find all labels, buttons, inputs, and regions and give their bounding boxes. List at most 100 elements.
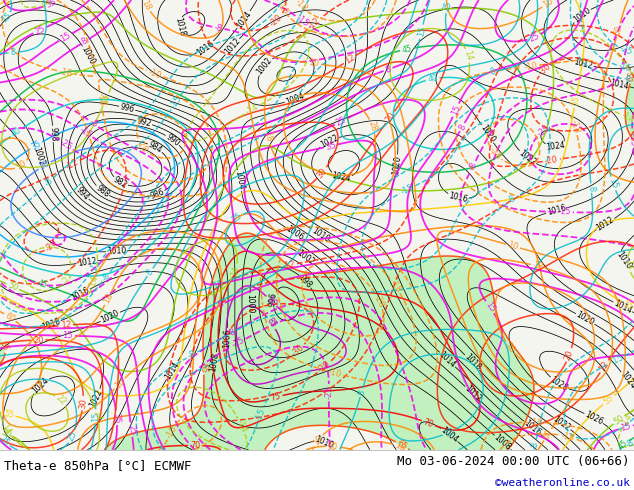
Text: 30: 30 xyxy=(78,397,88,409)
Text: 40: 40 xyxy=(10,126,23,139)
Text: 18: 18 xyxy=(101,292,115,305)
Text: 25: 25 xyxy=(126,424,136,436)
Text: 14: 14 xyxy=(230,265,241,277)
Text: 45: 45 xyxy=(401,44,413,54)
Text: 1010: 1010 xyxy=(107,246,126,256)
Text: 1014: 1014 xyxy=(612,298,633,315)
Text: -25: -25 xyxy=(618,44,633,57)
Text: 14: 14 xyxy=(462,49,474,62)
Text: 60: 60 xyxy=(327,441,339,451)
Text: 996: 996 xyxy=(119,102,136,114)
Text: 22: 22 xyxy=(54,393,68,407)
Text: 35: 35 xyxy=(29,139,43,152)
Text: 70: 70 xyxy=(422,417,435,429)
Text: 1008: 1008 xyxy=(209,352,221,373)
Text: -20: -20 xyxy=(268,13,283,29)
Text: 1002: 1002 xyxy=(255,56,274,76)
Text: -14: -14 xyxy=(619,110,634,124)
Text: -14: -14 xyxy=(88,273,101,289)
Text: 982: 982 xyxy=(112,174,129,190)
Text: 8: 8 xyxy=(80,36,89,47)
Text: -10: -10 xyxy=(275,0,290,16)
Text: 1012: 1012 xyxy=(463,384,483,404)
Text: 85: 85 xyxy=(265,317,278,330)
Text: 55: 55 xyxy=(3,409,15,420)
Text: 25: 25 xyxy=(34,24,47,36)
Text: 15: 15 xyxy=(483,300,496,314)
Text: -8: -8 xyxy=(100,271,112,283)
Text: 1012: 1012 xyxy=(595,215,616,233)
Text: 28: 28 xyxy=(366,120,378,133)
Text: 1004: 1004 xyxy=(284,91,306,107)
Text: -15: -15 xyxy=(294,13,311,29)
Text: -25: -25 xyxy=(58,137,74,152)
Text: -18: -18 xyxy=(568,119,581,134)
Text: 40: 40 xyxy=(427,74,439,84)
Text: 30: 30 xyxy=(37,159,51,172)
Text: 14: 14 xyxy=(100,93,112,106)
Text: 12: 12 xyxy=(598,360,611,373)
Text: 45: 45 xyxy=(616,439,630,452)
Text: 70: 70 xyxy=(443,340,456,354)
Text: -8: -8 xyxy=(624,438,634,450)
Text: 8: 8 xyxy=(10,48,16,57)
Text: -30: -30 xyxy=(537,61,553,77)
Text: 40: 40 xyxy=(427,74,438,84)
Text: 40: 40 xyxy=(10,126,23,139)
Text: 1000: 1000 xyxy=(245,294,254,314)
Text: -8: -8 xyxy=(186,349,198,361)
Text: -14: -14 xyxy=(619,412,634,428)
Text: 15: 15 xyxy=(607,177,619,190)
Text: 35: 35 xyxy=(112,412,122,423)
Text: 25: 25 xyxy=(66,430,79,443)
Text: 1010: 1010 xyxy=(571,5,592,25)
Text: -10: -10 xyxy=(147,67,163,80)
Text: 8: 8 xyxy=(216,300,225,310)
Text: -8: -8 xyxy=(467,161,479,172)
Text: 1018: 1018 xyxy=(462,353,482,372)
Text: 30: 30 xyxy=(38,159,51,172)
Text: 998: 998 xyxy=(48,126,58,141)
Text: 996: 996 xyxy=(268,292,279,307)
Text: 60: 60 xyxy=(541,428,554,441)
Text: 15: 15 xyxy=(91,411,100,422)
Text: -20: -20 xyxy=(544,155,559,166)
Text: 1020: 1020 xyxy=(574,310,596,327)
Text: 1020: 1020 xyxy=(100,309,121,325)
Text: 1024: 1024 xyxy=(618,370,634,391)
Text: 15: 15 xyxy=(212,278,225,291)
Text: 1012: 1012 xyxy=(573,57,593,71)
Text: 50: 50 xyxy=(393,8,404,19)
Text: -15: -15 xyxy=(399,182,415,196)
Text: 25: 25 xyxy=(442,0,454,12)
Text: 1004: 1004 xyxy=(233,170,246,191)
Text: -20: -20 xyxy=(316,359,332,375)
Text: 75: 75 xyxy=(269,392,281,403)
Text: -18: -18 xyxy=(387,278,403,294)
Text: -10: -10 xyxy=(529,417,543,427)
Text: 998: 998 xyxy=(297,273,314,290)
Text: 1014: 1014 xyxy=(609,78,630,91)
Text: -15: -15 xyxy=(254,407,268,422)
Text: 45: 45 xyxy=(616,439,630,452)
Text: 1002: 1002 xyxy=(31,146,46,167)
Text: -15: -15 xyxy=(628,133,634,147)
Text: 65: 65 xyxy=(626,71,634,83)
Text: -10: -10 xyxy=(327,367,343,379)
Text: 1022: 1022 xyxy=(319,133,340,150)
Text: 20: 20 xyxy=(33,335,44,344)
Text: 1010: 1010 xyxy=(314,435,335,451)
Text: 65: 65 xyxy=(396,439,409,452)
Text: 18: 18 xyxy=(393,441,406,453)
Text: 15: 15 xyxy=(59,30,72,44)
Text: 1026: 1026 xyxy=(583,410,604,427)
Text: 988: 988 xyxy=(94,183,111,199)
Text: -8: -8 xyxy=(623,74,633,85)
Text: 1008: 1008 xyxy=(492,433,513,452)
Text: 65: 65 xyxy=(395,439,409,452)
Text: 50: 50 xyxy=(0,427,13,440)
Text: 1000: 1000 xyxy=(79,45,96,66)
Text: 35: 35 xyxy=(325,141,337,151)
Text: 70: 70 xyxy=(190,441,200,450)
Text: -8: -8 xyxy=(43,176,55,188)
